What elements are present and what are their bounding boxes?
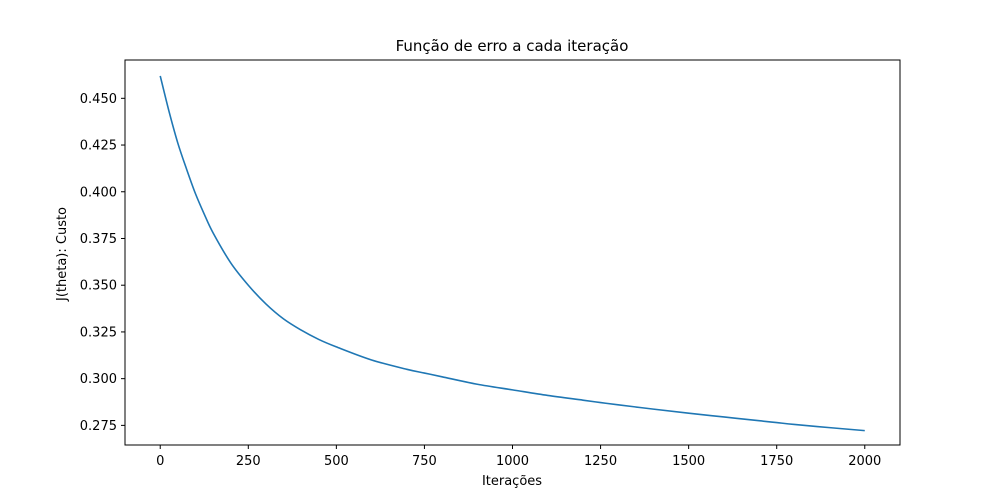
x-axis-label: Iterações xyxy=(482,474,542,489)
x-tick-label: 1250 xyxy=(584,454,617,469)
x-tick-label: 1750 xyxy=(760,454,793,469)
y-tick-label: 0.425 xyxy=(80,139,117,154)
x-axis-ticks: 0 250 500 750 1000 1250 1500 1750 2000 xyxy=(156,445,881,469)
x-tick-label: 1500 xyxy=(672,454,705,469)
x-tick-label: 250 xyxy=(236,454,261,469)
plot-frame xyxy=(124,59,901,446)
series-group xyxy=(159,75,865,432)
y-tick-label: 0.375 xyxy=(80,232,117,247)
x-tick-label: 1000 xyxy=(496,454,529,469)
y-tick-label: 0.325 xyxy=(80,325,117,340)
y-tick-label: 0.450 xyxy=(80,92,117,107)
x-tick-label: 750 xyxy=(412,454,437,469)
x-tick-label: 0 xyxy=(156,454,164,469)
x-tick-label: 2000 xyxy=(848,454,881,469)
y-axis-label: J(theta): Custo xyxy=(55,207,70,302)
y-tick-label: 0.400 xyxy=(80,185,117,200)
chart-title: Função de erro a cada iteração xyxy=(396,37,629,55)
y-tick-label: 0.300 xyxy=(80,372,117,387)
y-axis-ticks: 0.275 0.300 0.325 0.350 0.375 0.400 0.425 0.450 xyxy=(80,92,125,434)
y-tick-label: 0.275 xyxy=(80,419,117,434)
cost-series-line xyxy=(159,75,865,432)
x-tick-label: 500 xyxy=(324,454,349,469)
y-tick-label: 0.350 xyxy=(80,279,117,294)
